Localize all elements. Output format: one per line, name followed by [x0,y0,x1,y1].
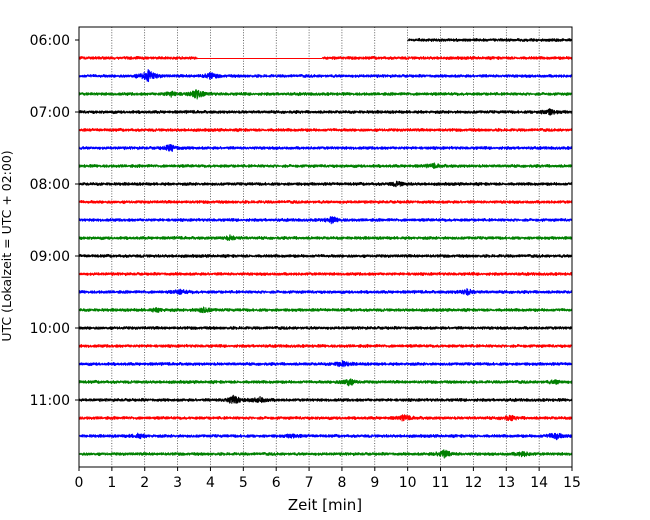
x-tick-label: 7 [305,475,314,491]
trace-1015 [78,343,573,349]
x-tick-label: 9 [370,475,379,491]
trace-0730 [78,144,573,152]
plot-frame [78,26,573,468]
trace-0830 [78,216,573,225]
x-tick-label: 8 [337,475,346,491]
y-tick-label: 11:00 [30,393,70,409]
trace-1000 [78,325,573,331]
x-tick-label: 15 [563,475,581,491]
x-tick-label: 0 [75,475,84,491]
trace-0800 [78,180,573,188]
x-tick-label: 11 [432,475,450,491]
y-axis-ticks: 06:00 07:00 08:00 09:00 10:00 11:00 [30,33,79,409]
y-tick-label: 10:00 [30,321,70,337]
x-tick-label: 12 [464,475,482,491]
grid-lines [111,27,540,467]
trace-0815 [78,199,573,205]
trace-0700 [78,108,573,116]
x-axis-ticks: 0 1 2 3 4 5 6 7 8 9 10 11 12 13 14 15 [75,467,581,491]
x-tick-label: 10 [399,475,417,491]
trace-1115 [78,414,573,422]
x-tick-label: 13 [497,475,515,491]
trace-0645 [78,89,573,100]
trace-0915 [78,271,573,277]
y-axis-label: UTC (Lokalzeit = UTC + 02:00) [0,150,14,341]
y-tick-label: 06:00 [30,33,70,49]
trace-0600 [407,37,573,43]
x-tick-label: 2 [140,475,149,491]
y-tick-label: 07:00 [30,105,70,121]
x-tick-label: 6 [272,475,281,491]
x-tick-label: 3 [173,475,182,491]
trace-1045 [78,378,573,387]
trace-0745 [78,162,573,169]
seismic-traces [78,37,573,459]
trace-0715 [78,127,573,133]
trace-0615 [78,55,198,61]
trace-0630 [78,69,573,83]
trace-1130 [78,432,573,441]
trace-0945 [78,306,573,314]
trace-1145 [78,449,573,459]
x-axis-label: Zeit [min] [288,496,362,514]
trace-1030 [78,360,573,368]
trace-1100 [78,394,573,404]
trace-0900 [78,253,573,259]
x-tick-label: 1 [107,475,116,491]
x-tick-label: 4 [206,475,215,491]
trace-0615 [321,55,573,61]
x-tick-label: 5 [239,475,248,491]
y-tick-label: 09:00 [30,249,70,265]
trace-0845 [78,234,573,241]
trace-0930 [78,288,573,296]
y-tick-label: 08:00 [30,177,70,193]
x-tick-label: 14 [530,475,548,491]
